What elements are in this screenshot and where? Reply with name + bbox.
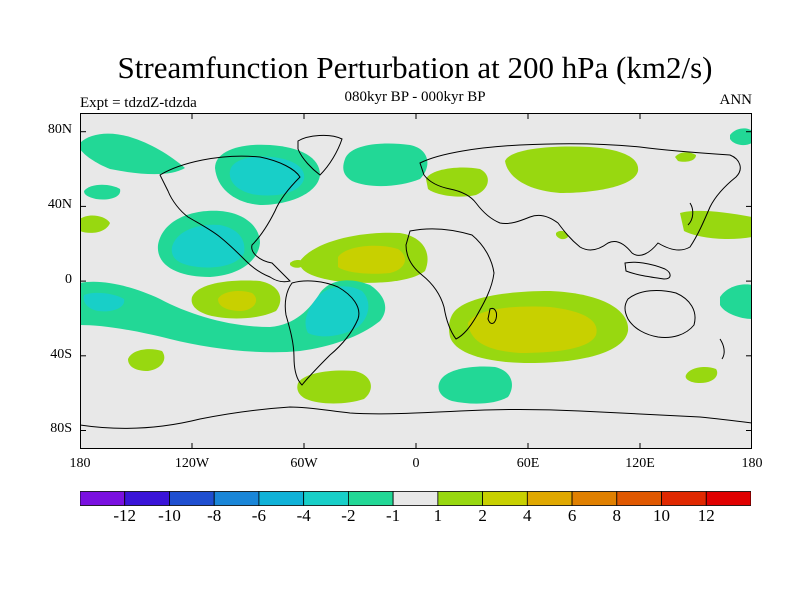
contour-fill-sepacific-positive	[128, 349, 165, 371]
colorbar-swatch	[392, 491, 439, 506]
coastline-south-america	[284, 280, 360, 386]
chart-title: Streamfunction Perturbation at 200 hPa (…	[117, 50, 713, 85]
coastline-eurasia	[419, 143, 741, 256]
streamfunction-map	[80, 113, 752, 449]
colorbar-tick-label: -2	[341, 506, 356, 525]
contour-fill-caribbean-positive	[290, 260, 306, 268]
coastline-australia	[624, 290, 696, 338]
y-tick-label: 80S	[50, 421, 72, 436]
y-tick-label: 0	[65, 272, 72, 287]
colorbar-swatch	[705, 491, 751, 506]
colorbar-swatch	[347, 491, 394, 506]
chart-subtitle: 080kyr BP - 000kyr BP	[344, 89, 486, 105]
contour-fill-eurasia-positive	[505, 146, 639, 193]
colorbar-swatch	[437, 491, 483, 506]
colorbar-tick-label: 6	[567, 506, 577, 525]
contour-fill-arctic-negative	[80, 133, 185, 175]
colorbar-swatch	[616, 491, 662, 506]
contour-fill-wpacific-negative-core	[83, 292, 125, 312]
colorbar-tick-label: -6	[251, 506, 266, 525]
y-tick-label: 80N	[47, 122, 72, 137]
coastline-north-america	[159, 155, 301, 283]
colorbar-tick-label: -10	[158, 506, 181, 525]
x-tick-label: 120E	[625, 456, 655, 471]
colorbar-swatch	[661, 491, 707, 506]
contour-fill-beaufort-negative	[730, 128, 752, 146]
y-tick-label: 40S	[50, 347, 72, 362]
y-tick-label: 40N	[47, 197, 72, 212]
contour-fill-ne-asia-positive	[675, 152, 696, 162]
contour-fill-swatlantic-positive	[297, 370, 371, 404]
colorbar-swatch	[482, 491, 528, 506]
colorbar-swatch	[258, 491, 305, 506]
colorbar-swatch	[213, 491, 260, 506]
coastlines	[80, 134, 752, 429]
season-label: ANN	[719, 92, 753, 108]
coastline-indonesia	[624, 261, 671, 280]
colorbar-swatch	[124, 491, 170, 506]
colorbar-swatch	[169, 491, 215, 506]
contour-fill-natlantic-negative	[343, 143, 428, 187]
coastline-antarctica	[80, 406, 752, 429]
colorbar-swatch	[303, 491, 349, 506]
coastline-madagascar	[487, 308, 497, 324]
contour-fill-etpacific-core	[218, 291, 257, 311]
contour-fill-east-edge-negative	[720, 284, 752, 319]
colorbar-tick-label: 1	[433, 506, 443, 525]
coastline-greenland	[297, 134, 343, 176]
contour-fill-swpacific-positive	[685, 367, 718, 383]
x-tick-label: 0	[412, 456, 420, 471]
contour-fills	[80, 128, 752, 404]
coastline-new-zealand	[719, 338, 725, 360]
colorbar-tick-label: 8	[612, 506, 622, 525]
contour-fill-wnamerica-core	[171, 224, 245, 268]
colorbar-swatch	[526, 491, 573, 506]
x-tick-label: 180	[741, 456, 763, 471]
contour-fill-sindian-core	[468, 306, 597, 353]
axis-ticks	[80, 113, 752, 449]
contour-fill-southern-ocean-negative	[438, 366, 512, 404]
colorbar-tick-label: 12	[697, 506, 715, 525]
colorbar-tick-label: 10	[653, 506, 670, 525]
colorbar-tick-label: 4	[523, 506, 532, 525]
colorbar-swatch	[80, 491, 126, 506]
colorbar-tick-label: -4	[296, 506, 311, 525]
colorbar-tick-label: -8	[207, 506, 222, 525]
coastline-japan	[687, 202, 694, 226]
x-tick-label: 180	[69, 456, 91, 471]
contour-fill-europe-positive	[426, 167, 488, 197]
colorbar-swatch	[571, 491, 618, 506]
contour-fill-nwpacific-positive	[80, 215, 110, 233]
contour-fill-wpacific-negative-small	[84, 184, 121, 200]
colorbar-tick-label: 2	[478, 506, 487, 525]
experiment-label: Expt = tdzdZ-tdzda	[80, 95, 197, 111]
contour-fill-arabia-positive	[556, 230, 568, 240]
contour-fill-spacific-negative-band	[80, 280, 386, 353]
x-tick-label: 60E	[516, 456, 540, 471]
colorbar-tick-label: -1	[386, 506, 401, 525]
contour-fill-tatlantic-core	[338, 245, 405, 274]
colorbar-tick-label: -12	[113, 506, 137, 525]
contour-fill-greenland-core	[229, 156, 305, 196]
colorbar	[80, 491, 751, 506]
x-tick-label: 120W	[174, 456, 210, 471]
x-tick-label: 60W	[290, 456, 318, 471]
coastline-africa	[405, 228, 495, 340]
